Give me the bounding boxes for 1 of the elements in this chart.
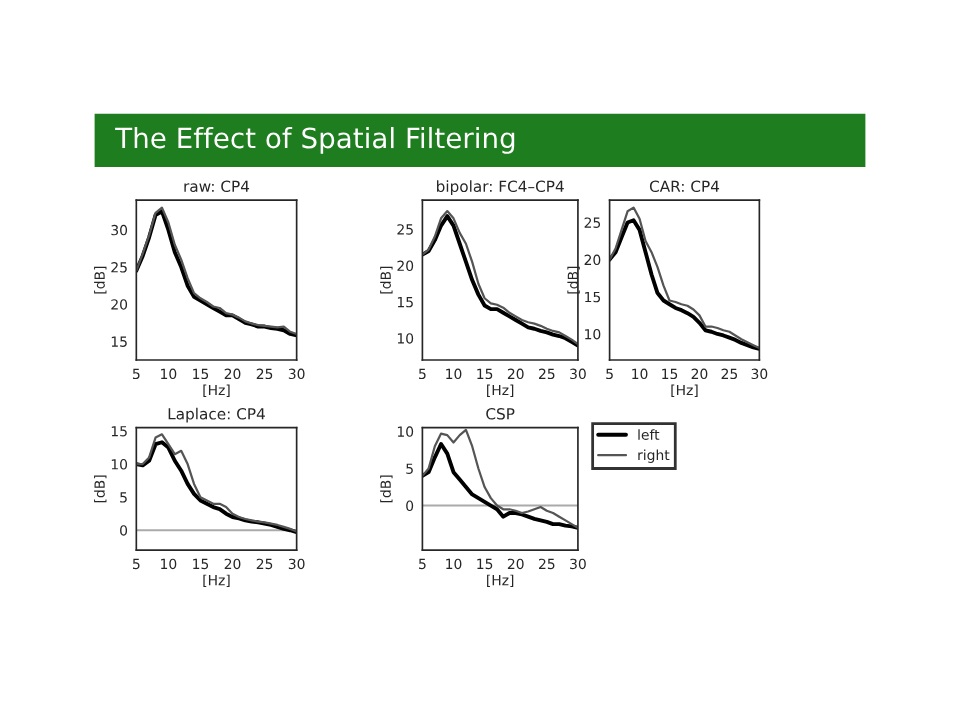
text: The Effect of Spatial Filtering	[115, 126, 515, 154]
